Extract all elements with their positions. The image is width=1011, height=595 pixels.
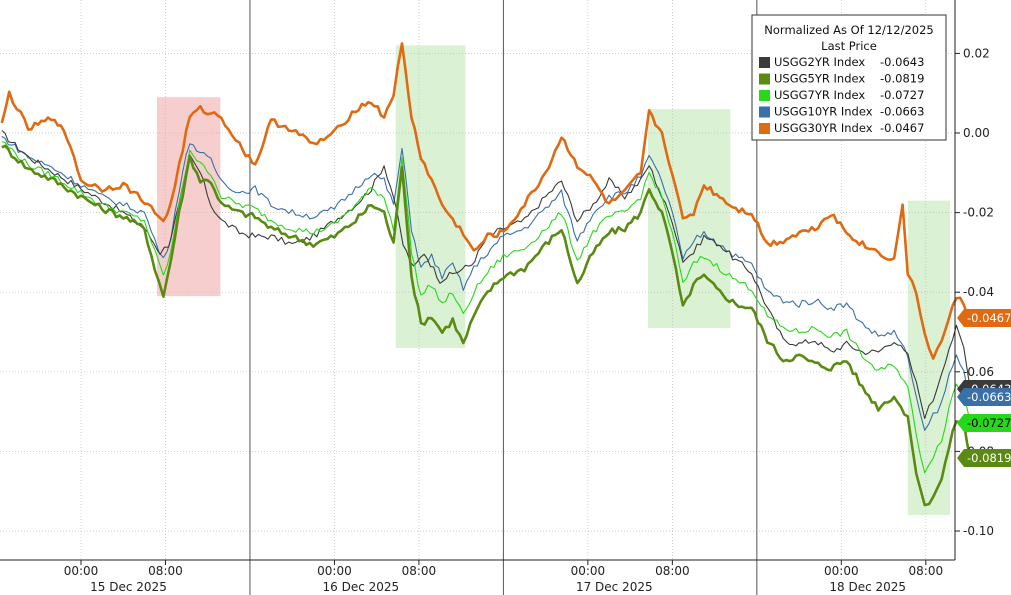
y-tick-label: -0.04 xyxy=(963,285,994,299)
x-tick-label: 08:00 xyxy=(655,564,690,578)
x-tick-label: 08:00 xyxy=(148,564,183,578)
series-line-usgg10yr-index xyxy=(1,135,971,431)
last-value-tag: -0.0663 xyxy=(957,388,1011,406)
series-line-usgg30yr-index xyxy=(0,42,972,360)
y-tick-label: -0.10 xyxy=(963,524,994,538)
legend-series-name: USGG5YR Index xyxy=(774,72,865,86)
legend-swatch xyxy=(759,106,770,118)
x-tick-label: 08:00 xyxy=(909,564,944,578)
legend-entry: USGG2YR Index -0.0643 xyxy=(759,55,924,69)
x-day-label: 16 Dec 2025 xyxy=(323,580,400,594)
last-value-tag: -0.0727 xyxy=(957,414,1011,432)
legend-series-name: USGG10YR Index xyxy=(774,105,873,119)
legend-box xyxy=(751,14,947,141)
series-line-usgg7yr-index xyxy=(1,141,971,474)
legend-series-value: -0.0663 xyxy=(880,105,924,119)
last-value-tags: -0.0467-0.0643-0.0663-0.0727-0.0819 xyxy=(957,309,1011,467)
shaded-regions xyxy=(157,45,951,516)
last-value-tag-label: -0.0727 xyxy=(967,416,1011,430)
x-tick-label: 00:00 xyxy=(64,564,99,578)
last-value-tag-bg xyxy=(957,414,1011,432)
legend-series-value: -0.0643 xyxy=(880,55,924,69)
x-tick-label: 00:00 xyxy=(824,564,859,578)
legend-series-value: -0.0819 xyxy=(880,72,924,86)
axes xyxy=(0,0,956,561)
series-line-usgg5yr-index xyxy=(1,144,972,507)
x-tick-label: 00:00 xyxy=(571,564,606,578)
x-day-label: 15 Dec 2025 xyxy=(90,580,167,594)
shaded-region-3 xyxy=(648,109,731,329)
last-value-tag-bg xyxy=(957,388,1011,406)
last-value-tag-bg xyxy=(957,309,1011,327)
last-value-tag-label: -0.0663 xyxy=(967,390,1011,404)
y-tick-label: -0.06 xyxy=(963,365,994,379)
legend-title: Normalized As Of 12/12/2025 xyxy=(764,23,933,37)
legend-swatch xyxy=(759,123,770,134)
y-tick-label: 0.00 xyxy=(963,126,990,140)
legend-swatch xyxy=(759,73,770,85)
x-ticks: 00:00 08:00 00:00 08:00 00:00 08:00 00:00 08:00… xyxy=(64,560,943,594)
legend-entries: USGG2YR Index -0.0643 USGG5YR Index -0.0819… xyxy=(759,55,924,135)
legend-entry: USGG5YR Index -0.0819 xyxy=(759,72,924,86)
legend-entry: USGG7YR Index -0.0727 xyxy=(759,88,924,102)
series-lines xyxy=(0,42,972,507)
legend-entry: USGG10YR Index -0.0663 xyxy=(759,105,924,119)
legend-series-value: -0.0467 xyxy=(880,121,924,135)
last-value-tag: -0.0467 xyxy=(957,309,1011,327)
shaded-region-2 xyxy=(395,45,466,348)
legend-series-name: USGG2YR Index xyxy=(774,55,865,69)
y-tick-label: -0.02 xyxy=(963,206,994,220)
last-value-tag-label: -0.0467 xyxy=(967,311,1011,325)
last-value-tag: -0.0819 xyxy=(957,449,1011,467)
legend-swatch xyxy=(759,57,770,68)
legend-entry: USGG30YR Index -0.0467 xyxy=(759,121,924,135)
x-tick-label: 08:00 xyxy=(402,564,437,578)
x-day-label: 17 Dec 2025 xyxy=(576,580,653,594)
last-value-tag-label: -0.0819 xyxy=(967,451,1011,465)
legend-series-name: USGG7YR Index xyxy=(774,88,865,102)
x-tick-label: 00:00 xyxy=(317,564,352,578)
legend-series-value: -0.0727 xyxy=(880,88,924,102)
y-tick-label: 0.02 xyxy=(963,46,990,60)
x-day-label: 18 Dec 2025 xyxy=(829,580,906,594)
legend-swatch xyxy=(759,90,770,101)
legend: Normalized As Of 12/12/2025 Last Price U… xyxy=(751,14,947,141)
last-value-tag-bg xyxy=(957,449,1011,467)
y-ticks: 0.020.00-0.02-0.04-0.06-0.08-0.10 xyxy=(955,46,994,538)
legend-series-name: USGG30YR Index xyxy=(774,121,873,135)
legend-subtitle: Last Price xyxy=(821,39,877,53)
